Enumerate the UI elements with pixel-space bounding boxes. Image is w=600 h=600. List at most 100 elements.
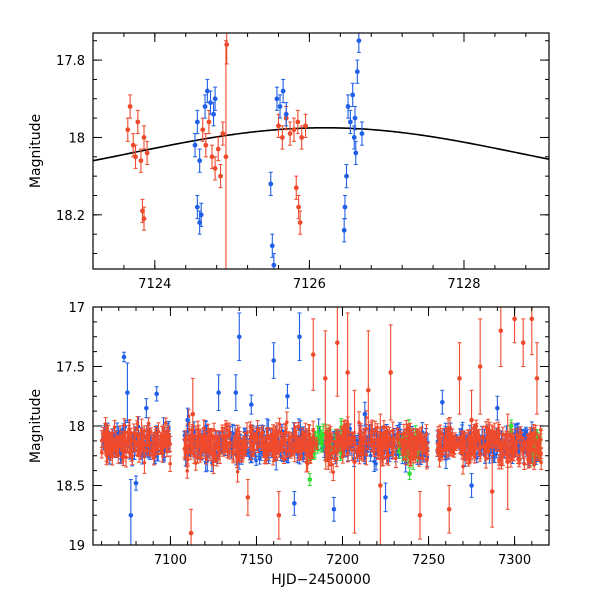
data-point bbox=[257, 456, 262, 461]
data-point bbox=[192, 142, 198, 148]
red-band-point bbox=[156, 440, 161, 451]
data-point bbox=[269, 243, 275, 249]
data-point bbox=[141, 440, 145, 445]
data-point bbox=[206, 119, 212, 125]
red-series-point bbox=[212, 156, 218, 181]
red-series-point bbox=[135, 109, 141, 135]
red-band-point bbox=[153, 426, 158, 443]
red-band-point bbox=[110, 442, 115, 452]
red-series-point bbox=[127, 94, 133, 119]
blue-series-point bbox=[359, 121, 365, 146]
x-tick-label: 7124 bbox=[138, 277, 171, 292]
red-series-point bbox=[279, 125, 285, 150]
blue-series-point bbox=[342, 194, 348, 220]
data-point bbox=[153, 432, 158, 437]
data-point bbox=[353, 150, 359, 156]
red-series-point bbox=[223, 40, 229, 269]
red-series-point bbox=[209, 144, 215, 169]
blue-series-point bbox=[347, 109, 353, 135]
data-point bbox=[287, 131, 293, 136]
data-point bbox=[347, 119, 353, 125]
data-point bbox=[168, 442, 172, 446]
data-point bbox=[368, 453, 373, 458]
data-point bbox=[194, 204, 200, 210]
blue-series-point bbox=[354, 59, 360, 84]
x-tick-label: 7126 bbox=[293, 277, 326, 292]
data-point bbox=[163, 433, 168, 438]
data-point bbox=[142, 448, 146, 452]
data-point bbox=[220, 131, 226, 136]
data-point bbox=[291, 127, 297, 133]
data-point bbox=[141, 135, 147, 140]
data-point bbox=[319, 438, 324, 442]
red-band-point bbox=[133, 432, 138, 453]
red-band-point bbox=[142, 451, 147, 474]
data-point bbox=[297, 220, 303, 225]
data-point bbox=[129, 449, 134, 454]
data-point bbox=[344, 173, 349, 179]
data-point bbox=[138, 158, 144, 164]
red-series-point bbox=[138, 148, 144, 173]
blue-series-point bbox=[353, 140, 359, 166]
red-series-point bbox=[215, 136, 221, 162]
data-point bbox=[167, 433, 171, 438]
data-point bbox=[135, 119, 141, 125]
red-band-point bbox=[163, 429, 168, 442]
blue-series-point bbox=[212, 86, 218, 111]
blue-series-point bbox=[277, 94, 283, 119]
red-band-point bbox=[168, 455, 173, 472]
red-band-point bbox=[103, 417, 108, 432]
top-plot-area bbox=[93, 33, 549, 269]
blue-series-point bbox=[283, 102, 289, 127]
blue-series-point bbox=[356, 33, 362, 53]
data-point bbox=[198, 212, 204, 218]
data-point bbox=[279, 135, 285, 140]
data-point bbox=[156, 443, 161, 448]
data-point bbox=[108, 438, 113, 443]
data-point bbox=[212, 166, 218, 171]
blue-series-point bbox=[344, 164, 349, 189]
data-point bbox=[104, 453, 109, 458]
data-point bbox=[202, 104, 208, 109]
blue-series-point bbox=[345, 94, 351, 119]
data-point bbox=[151, 446, 155, 450]
blue-series-point bbox=[202, 94, 208, 119]
data-point bbox=[293, 185, 299, 191]
blue-series-point bbox=[204, 78, 210, 104]
red-band-point bbox=[99, 446, 104, 459]
blue-series-point bbox=[198, 202, 204, 227]
data-point bbox=[200, 127, 206, 133]
data-point bbox=[212, 96, 218, 102]
data-point bbox=[194, 119, 200, 125]
data-point bbox=[283, 111, 289, 117]
data-point bbox=[145, 432, 150, 437]
top-panel: 7124 7126 7128 17.8 18 18.2 Magnitude bbox=[28, 32, 550, 292]
blue-series-point bbox=[341, 218, 347, 243]
red-band-point bbox=[135, 416, 140, 432]
blue-series-point bbox=[268, 171, 274, 196]
data-point bbox=[224, 42, 230, 48]
data-point bbox=[127, 104, 133, 109]
red-band-point bbox=[166, 429, 171, 441]
red-series-point bbox=[297, 210, 303, 235]
data-point bbox=[135, 421, 140, 426]
x-tick-label: 7128 bbox=[447, 277, 480, 292]
bottom-plot-area bbox=[99, 307, 544, 545]
data-point bbox=[277, 104, 283, 109]
data-point bbox=[147, 440, 152, 445]
data-point bbox=[356, 38, 362, 44]
red-band-point bbox=[141, 438, 146, 447]
data-point bbox=[152, 456, 156, 461]
data-point bbox=[168, 461, 172, 466]
data-point bbox=[130, 142, 136, 148]
data-point bbox=[160, 451, 165, 455]
blue-series-point bbox=[194, 109, 200, 135]
data-point bbox=[211, 111, 216, 117]
data-point bbox=[127, 427, 131, 432]
data-point bbox=[155, 435, 160, 439]
red-series-point bbox=[125, 117, 131, 142]
red-series-point bbox=[144, 140, 150, 166]
y-tick-label: 18.2 bbox=[56, 209, 85, 224]
